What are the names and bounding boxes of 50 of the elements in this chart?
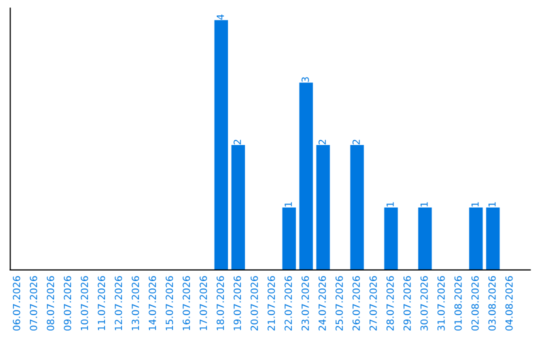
x-tick-label: 18.07.2026 xyxy=(216,276,224,330)
bar xyxy=(316,145,330,270)
x-tick-label: 15.07.2026 xyxy=(166,276,174,330)
x-tick-label: 22.07.2026 xyxy=(284,276,292,330)
x-tick-label: 04.08.2026 xyxy=(505,276,513,331)
x-tick-label: 27.07.2026 xyxy=(370,276,377,330)
bar xyxy=(282,208,296,270)
bar xyxy=(299,82,313,270)
x-tick-label: 29.07.2026 xyxy=(403,276,411,330)
x-tick-label: 21.07.2026 xyxy=(268,276,275,330)
x-tick-label: 10.07.2026 xyxy=(80,276,88,330)
bar xyxy=(350,145,364,270)
x-tick-label: 31.07.2026 xyxy=(437,276,445,330)
x-tick-label: 11.07.2026 xyxy=(98,276,106,330)
x-tick-label: 26.07.2026 xyxy=(352,276,360,330)
data-label: 1 xyxy=(472,202,479,206)
data-label: 3 xyxy=(302,77,309,82)
x-tick-label: 09.07.2026 xyxy=(64,276,72,331)
bar xyxy=(214,20,228,270)
x-tick-label: 03.08.2026 xyxy=(488,276,496,331)
data-label: 2 xyxy=(234,140,241,144)
data-label: 2 xyxy=(318,140,326,144)
x-tick-label: 13.07.2026 xyxy=(132,276,140,330)
x-tick-label: 16.07.2026 xyxy=(182,276,190,330)
bar xyxy=(469,208,483,270)
data-label: 4 xyxy=(216,14,224,20)
data-label: 1 xyxy=(420,202,428,206)
x-tick-label: 17.07.2026 xyxy=(200,276,208,330)
data-label: 1 xyxy=(386,202,394,206)
x-tick-label: 08.07.2026 xyxy=(46,276,54,331)
data-label: 1 xyxy=(284,202,292,206)
x-tick-label: 20.07.2026 xyxy=(250,276,258,330)
bar xyxy=(418,208,432,270)
x-tick-label: 19.07.2026 xyxy=(234,276,241,330)
data-label: 1 xyxy=(488,202,496,206)
x-tick-label: 12.07.2026 xyxy=(114,276,122,330)
x-tick-label: 14.07.2026 xyxy=(148,276,156,330)
data-label: 2 xyxy=(352,140,360,144)
x-tick-label: 02.08.2026 xyxy=(471,276,479,331)
x-tick-label: 30.07.2026 xyxy=(420,276,428,330)
x-tick-label: 28.07.2026 xyxy=(386,276,394,330)
x-tick-label: 07.07.2026 xyxy=(30,276,38,331)
x-tick-label: 24.07.2026 xyxy=(318,276,326,330)
x-tick-label: 06.07.2026 xyxy=(12,276,20,331)
x-tick-label: 25.07.2026 xyxy=(336,276,343,330)
x-tick-label: 01.08.2026 xyxy=(454,276,462,331)
bar xyxy=(384,208,398,270)
bar xyxy=(486,208,500,270)
x-tick-label: 23.07.2026 xyxy=(302,276,309,330)
bar xyxy=(231,145,245,270)
